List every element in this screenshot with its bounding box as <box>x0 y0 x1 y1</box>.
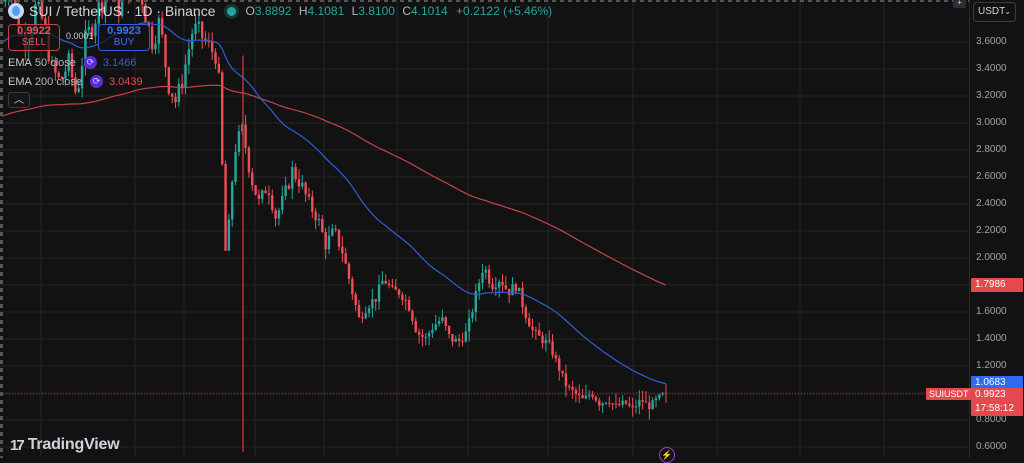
open-value: 3.8892 <box>254 4 292 18</box>
loading-sync-icon: ⟳ <box>90 75 103 88</box>
buy-button[interactable]: 0.9923 BUY <box>98 24 150 51</box>
currency-value: USDT <box>978 6 1006 17</box>
tradingview-logo-text: TradingView <box>27 436 120 453</box>
price-tick: 3.2000 <box>976 90 1007 101</box>
indicator-value: 3.1466 <box>102 56 137 69</box>
last-price-tag: 0.9923 17:58:12 <box>971 388 1023 416</box>
ema-200-line <box>1 84 667 286</box>
indicator-params: 200 close <box>34 75 82 88</box>
close-label: C <box>402 4 411 18</box>
high-label: H <box>298 4 308 18</box>
chart-grid <box>0 0 969 458</box>
lightning-bolt-icon[interactable]: ⚡ <box>659 447 675 463</box>
loading-sync-icon: ⟳ <box>83 56 97 69</box>
price-tick: 2.2000 <box>976 225 1007 236</box>
last-price: 0.9923 <box>975 389 1006 400</box>
indicator-ema-50[interactable]: EMA 50 close ⟳ 3.1466 <box>8 56 137 69</box>
buy-label: BUY <box>113 37 135 48</box>
add-plus-icon[interactable]: + <box>953 0 966 8</box>
ema50-price-tag: 1.0683 <box>971 376 1023 390</box>
price-tick: 1.6000 <box>976 306 1007 317</box>
indicator-ema-200[interactable]: EMA 200 close ⟳ 3.0439 <box>8 75 143 88</box>
spread-value: 0.0001 <box>66 31 94 41</box>
symbol-price-label: SUIUSDT <box>926 388 972 400</box>
symbol-legend: SUI / TetherUS · 1D · Binance O3.8892 H4… <box>8 3 552 19</box>
ohlc-values: O3.8892 H4.1081 L3.8100 C4.1014 +0.2122 … <box>245 4 552 18</box>
buy-price: 0.9923 <box>107 25 141 37</box>
price-tick: 3.6000 <box>976 36 1007 47</box>
sell-button[interactable]: 0.9922 SELL <box>8 24 60 51</box>
tradingview-logo[interactable]: 17 TradingView <box>10 436 120 454</box>
indicator-name: EMA <box>8 75 32 88</box>
indicator-params: 50 close <box>34 56 76 69</box>
indicator-value: 3.0439 <box>109 75 143 88</box>
price-tick: 3.4000 <box>976 63 1007 74</box>
price-tick: 0.8000 <box>976 414 1007 425</box>
low-label: L <box>351 4 359 18</box>
close-value: 4.1014 <box>411 4 448 18</box>
collapse-legend-button[interactable]: ︿ <box>8 92 30 108</box>
market-open-status-icon <box>227 6 237 16</box>
change-value: +0.2122 (+5.46%) <box>456 4 553 18</box>
chevron-down-icon: ⌄ <box>1004 7 1011 16</box>
chevron-up-icon: ︿ <box>14 95 24 106</box>
price-tick: 2.8000 <box>976 144 1007 155</box>
currency-select[interactable]: USDT ⌄ <box>973 2 1016 22</box>
price-tick: 2.4000 <box>976 198 1007 209</box>
bar-countdown: 17:58:12 <box>975 403 1014 414</box>
selection-border-top <box>0 0 970 2</box>
price-tick: 2.0000 <box>976 252 1007 263</box>
price-tick: 1.2000 <box>976 360 1007 371</box>
price-tick: 1.4000 <box>976 333 1007 344</box>
ema200-price-tag: 1.7986 <box>971 278 1023 292</box>
low-value: 3.8100 <box>358 4 395 18</box>
sui-coin-icon <box>8 3 24 19</box>
high-value: 4.1081 <box>307 4 345 18</box>
price-tick: 2.6000 <box>976 171 1007 182</box>
tradingview-logo-icon: 17 <box>10 436 25 454</box>
symbol-title[interactable]: SUI / TetherUS · 1D · Binance <box>29 3 216 19</box>
sell-label: SELL <box>21 37 47 48</box>
indicator-name: EMA <box>8 56 32 69</box>
selection-border-left <box>0 0 3 458</box>
sell-price: 0.9922 <box>17 25 51 37</box>
open-label: O <box>245 4 255 18</box>
price-tick: 0.6000 <box>976 441 1007 452</box>
price-tick: 3.0000 <box>976 117 1007 128</box>
